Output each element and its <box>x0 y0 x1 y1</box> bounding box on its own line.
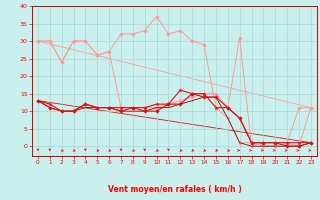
X-axis label: Vent moyen/en rafales ( km/h ): Vent moyen/en rafales ( km/h ) <box>108 185 241 194</box>
